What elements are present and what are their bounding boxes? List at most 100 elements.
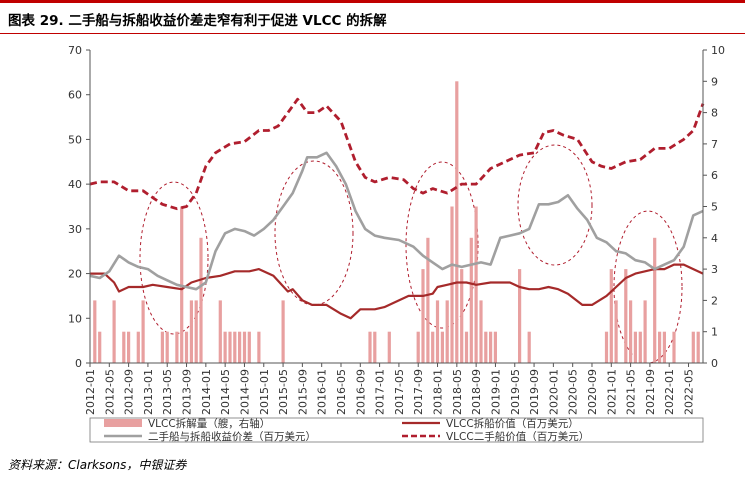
- x-tick-label: 2020-05: [567, 369, 580, 415]
- scrapped-count-bar: [122, 331, 126, 363]
- y-right-tick-label: 9: [711, 75, 718, 88]
- scrapped-count-bar: [629, 300, 633, 363]
- legend: VLCC拆解量（艘，右轴）二手船与拆船收益价差（百万美元） VLCC拆船价值（百万…: [89, 417, 704, 443]
- x-tick-label: 2017-05: [393, 369, 406, 415]
- x-tick-label: 2014-09: [238, 369, 251, 415]
- scrapped-count-bar: [233, 331, 237, 363]
- x-tick-label: 2017-09: [412, 369, 425, 415]
- scrapped-count-bar: [440, 331, 444, 363]
- y-left-tick-label: 40: [68, 178, 82, 191]
- bar-series: [93, 81, 700, 364]
- scrapped-count-bar: [445, 300, 449, 363]
- scrapped-count-bar: [435, 300, 440, 363]
- scrapped-count-bar: [228, 331, 232, 363]
- x-tick-label: 2016-09: [354, 369, 367, 415]
- scrapped-count-bar: [368, 331, 372, 363]
- y-right-tick-label: 6: [711, 169, 718, 182]
- y-right-tick-label: 2: [711, 294, 718, 307]
- figure-title: 图表 29. 二手船与拆船收益价差走窄有利于促进 VLCC 的拆解: [8, 13, 387, 29]
- x-tick-label: 2016-05: [335, 369, 348, 415]
- x-tick-label: 2019-01: [489, 369, 502, 415]
- scrapped-count-bar: [373, 331, 377, 363]
- scrapped-count-bar: [614, 300, 618, 363]
- scrapped-count-bar: [489, 331, 493, 363]
- x-tick-label: 2022-05: [683, 369, 696, 415]
- annotation-ellipse: [517, 144, 593, 266]
- scrapped-count-bar: [604, 331, 609, 363]
- price-spread-line: [89, 151, 704, 291]
- annotation-ellipse: [613, 210, 683, 364]
- y-right-tick-label: 3: [711, 263, 718, 276]
- scrapped-count-bar: [189, 300, 193, 363]
- x-tick-label: 2015-09: [296, 369, 309, 415]
- x-tick-label: 2017-01: [374, 369, 387, 415]
- x-tick-label: 2020-09: [586, 369, 599, 415]
- x-tick-label: 2021-09: [644, 369, 657, 415]
- scrapped-count-bar: [662, 331, 666, 363]
- legend-swatch: [104, 419, 142, 427]
- y-right-tick-label: 10: [711, 44, 725, 57]
- y-left-tick-label: 70: [68, 44, 82, 57]
- scrapped-count-bar: [484, 331, 488, 363]
- scrapped-count-bar: [387, 331, 391, 363]
- legend-label: 二手船与拆船收益价差（百万美元）: [148, 430, 316, 443]
- source-note: 资料来源：Clarksons，中银证券: [8, 458, 187, 472]
- y-right-tick-label: 4: [711, 232, 718, 245]
- y-left-tick-label: 50: [68, 133, 82, 146]
- x-tick-label: 2012-05: [103, 369, 116, 415]
- scrapped-count-bar: [609, 269, 613, 363]
- scrap-value-line: [90, 263, 704, 320]
- scrapped-count-bar: [223, 331, 227, 363]
- scrapped-count-bar: [527, 331, 531, 363]
- x-tick-label: 2021-05: [625, 369, 638, 415]
- scrapped-count-bar: [416, 331, 420, 363]
- x-tick-label: 2019-05: [509, 369, 522, 415]
- scrapped-count-bar: [633, 331, 637, 363]
- x-tick-label: 2014-01: [200, 369, 213, 415]
- y-right-tick-label: 1: [711, 326, 718, 339]
- x-tick-label: 2015-05: [277, 369, 290, 415]
- scrapped-count-bar: [257, 331, 261, 363]
- legend-label: VLCC拆解量（艘，右轴）: [148, 417, 270, 430]
- scrapped-count-bar: [638, 331, 642, 363]
- scrapped-count-bar: [658, 331, 662, 363]
- y-right-tick-label: 7: [711, 138, 718, 151]
- y-left-tick-label: 20: [68, 268, 82, 281]
- scrapped-count-bar: [643, 300, 647, 363]
- annotation-ellipse: [139, 181, 209, 335]
- scrapped-count-bar: [127, 331, 131, 363]
- x-tick-label: 2012-01: [84, 369, 97, 415]
- scrapped-count-bar: [469, 237, 473, 363]
- scrapped-count-bar: [672, 331, 676, 363]
- scrapped-count-bar: [421, 269, 425, 363]
- scrapped-count-bar: [426, 237, 430, 363]
- scrapped-count-bar: [691, 331, 695, 363]
- x-tick-label: 2015-01: [258, 369, 271, 415]
- annotation-ellipse: [274, 160, 354, 306]
- scrapped-count-bar: [431, 331, 435, 363]
- scrapped-count-bar: [165, 331, 169, 363]
- scrapped-count-bar: [242, 331, 247, 363]
- legend-label: VLCC拆船价值（百万美元）: [446, 417, 579, 430]
- title-rule: [0, 33, 745, 34]
- scrapped-count-bar: [184, 331, 189, 363]
- x-tick-label: 2019-09: [528, 369, 541, 415]
- scrapped-count-bar: [247, 331, 251, 363]
- x-tick-label: 2018-09: [470, 369, 483, 415]
- scrapped-count-bar: [464, 331, 469, 363]
- y-left-tick-label: 30: [68, 223, 82, 236]
- x-tick-label: 2013-01: [142, 369, 155, 415]
- axes: 0 10 20 30 40 50 60 70 0 1 2 3 4 5 6 7 8 9 10 2012-01 2012-0…: [68, 44, 725, 415]
- x-tick-label: 2021-01: [605, 369, 618, 415]
- y-left-tick-label: 0: [75, 357, 82, 370]
- scrapped-count-bar: [624, 269, 628, 363]
- y-left-tick-label: 60: [68, 89, 82, 102]
- x-tick-label: 2022-01: [663, 369, 676, 415]
- x-tick-label: 2020-01: [547, 369, 560, 415]
- scrapped-count-bar: [141, 300, 145, 363]
- x-tick-label: 2012-09: [123, 369, 136, 415]
- x-tick-label: 2014-05: [219, 369, 232, 415]
- legend-label: VLCC二手船价值（百万美元）: [446, 430, 589, 443]
- legend-box: [89, 417, 704, 443]
